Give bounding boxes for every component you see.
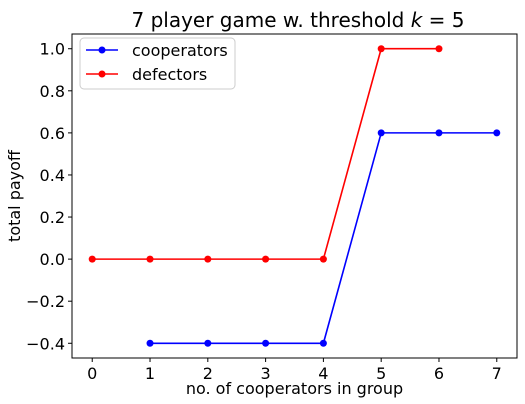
x-tick-label: 3	[261, 364, 271, 383]
data-point-defectors	[204, 255, 212, 263]
x-tick-label: 4	[318, 364, 328, 383]
y-axis: −0.4 −0.2 0.0 0.2 0.4 0.6 0.8 1.0	[26, 40, 72, 353]
legend-marker-cooperators	[98, 46, 106, 54]
data-point-cooperators	[377, 129, 385, 137]
x-tick-label: 7	[492, 364, 502, 383]
data-point-defectors	[146, 255, 154, 263]
x-axis-label: no. of cooperators in group	[186, 379, 403, 398]
x-tick-label: 6	[434, 364, 444, 383]
legend-marker-defectors	[98, 70, 106, 78]
legend-label-defectors: defectors	[132, 65, 207, 84]
data-point-defectors	[377, 45, 385, 53]
y-tick-label: −0.2	[26, 292, 65, 311]
data-point-cooperators	[435, 129, 443, 137]
data-point-defectors	[88, 255, 96, 263]
x-tick-label: 5	[376, 364, 386, 383]
y-tick-label: 0.8	[40, 82, 65, 101]
data-point-defectors	[319, 255, 327, 263]
data-point-cooperators	[262, 339, 270, 347]
legend-label-cooperators: cooperators	[132, 41, 228, 60]
chart-title: 7 player game w. threshold k = 5	[132, 8, 465, 32]
data-point-defectors	[262, 255, 270, 263]
legend-box	[79, 37, 236, 90]
series-line-cooperators	[150, 132, 497, 345]
plot-area	[88, 45, 501, 347]
y-tick-label: 0.4	[40, 166, 65, 185]
y-tick-label: −0.4	[26, 334, 65, 353]
x-tick-label: 2	[203, 364, 213, 383]
data-point-cooperators	[146, 339, 154, 347]
plot-frame	[71, 33, 518, 359]
y-tick-label: 0.2	[40, 208, 65, 227]
x-tick-label: 1	[145, 364, 155, 383]
y-tick-label: 0.0	[40, 250, 65, 269]
y-tick-label: 0.6	[40, 124, 65, 143]
y-axis-label: total payoff	[5, 149, 24, 242]
data-point-cooperators	[204, 339, 212, 347]
data-point-defectors	[435, 45, 443, 53]
x-axis: 0 1 2 3 4 5 6 7	[87, 358, 502, 383]
data-point-cooperators	[493, 129, 501, 137]
x-tick-label: 0	[87, 364, 97, 383]
data-point-cooperators	[319, 339, 327, 347]
y-tick-label: 1.0	[40, 40, 65, 59]
legend: cooperators defectors	[79, 37, 236, 90]
